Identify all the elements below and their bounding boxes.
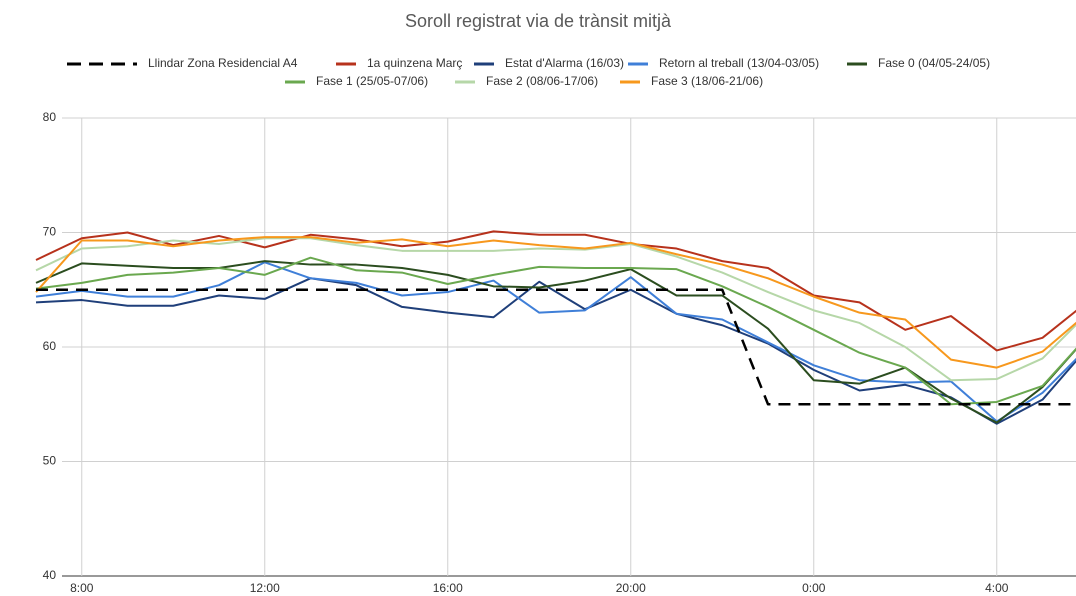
- series-line: [36, 288, 1076, 406]
- legend-label: Fase 2 (08/06-17/06): [486, 74, 598, 88]
- x-tick-label: 0:00: [802, 581, 826, 595]
- chart-title: Soroll registrat via de trànsit mitjà: [405, 11, 672, 31]
- plot-lines: [35, 230, 1076, 425]
- series-line: [35, 260, 1076, 424]
- series-line: [35, 230, 1076, 352]
- x-tick-label: 20:00: [616, 581, 646, 595]
- legend-label: Fase 3 (18/06-21/06): [651, 74, 763, 88]
- x-tick-label: 16:00: [433, 581, 463, 595]
- series-line: [35, 256, 1076, 406]
- series-line: [35, 277, 1076, 425]
- legend-label: Fase 1 (25/05-07/06): [316, 74, 428, 88]
- y-tick-label: 70: [43, 225, 57, 239]
- legend-label: Retorn al treball (13/04-03/05): [659, 56, 819, 70]
- legend-label: 1a quinzena Març: [367, 56, 462, 70]
- legend-label: Llindar Zona Residencial A4: [148, 56, 298, 70]
- y-tick-label: 50: [43, 454, 57, 468]
- y-tick-label: 60: [43, 339, 57, 353]
- y-tick-label: 80: [43, 110, 57, 124]
- x-tick-label: 8:00: [70, 581, 94, 595]
- series-line: [35, 261, 1076, 423]
- legend-label: Estat d'Alarma (16/03): [505, 56, 624, 70]
- legend-label: Fase 0 (04/05-24/05): [878, 56, 990, 70]
- series-line: [35, 237, 1076, 382]
- x-tick-label: 4:00: [985, 581, 1009, 595]
- x-tick-label: 12:00: [250, 581, 280, 595]
- series-line: [35, 236, 1076, 369]
- y-tick-label: 40: [43, 568, 57, 582]
